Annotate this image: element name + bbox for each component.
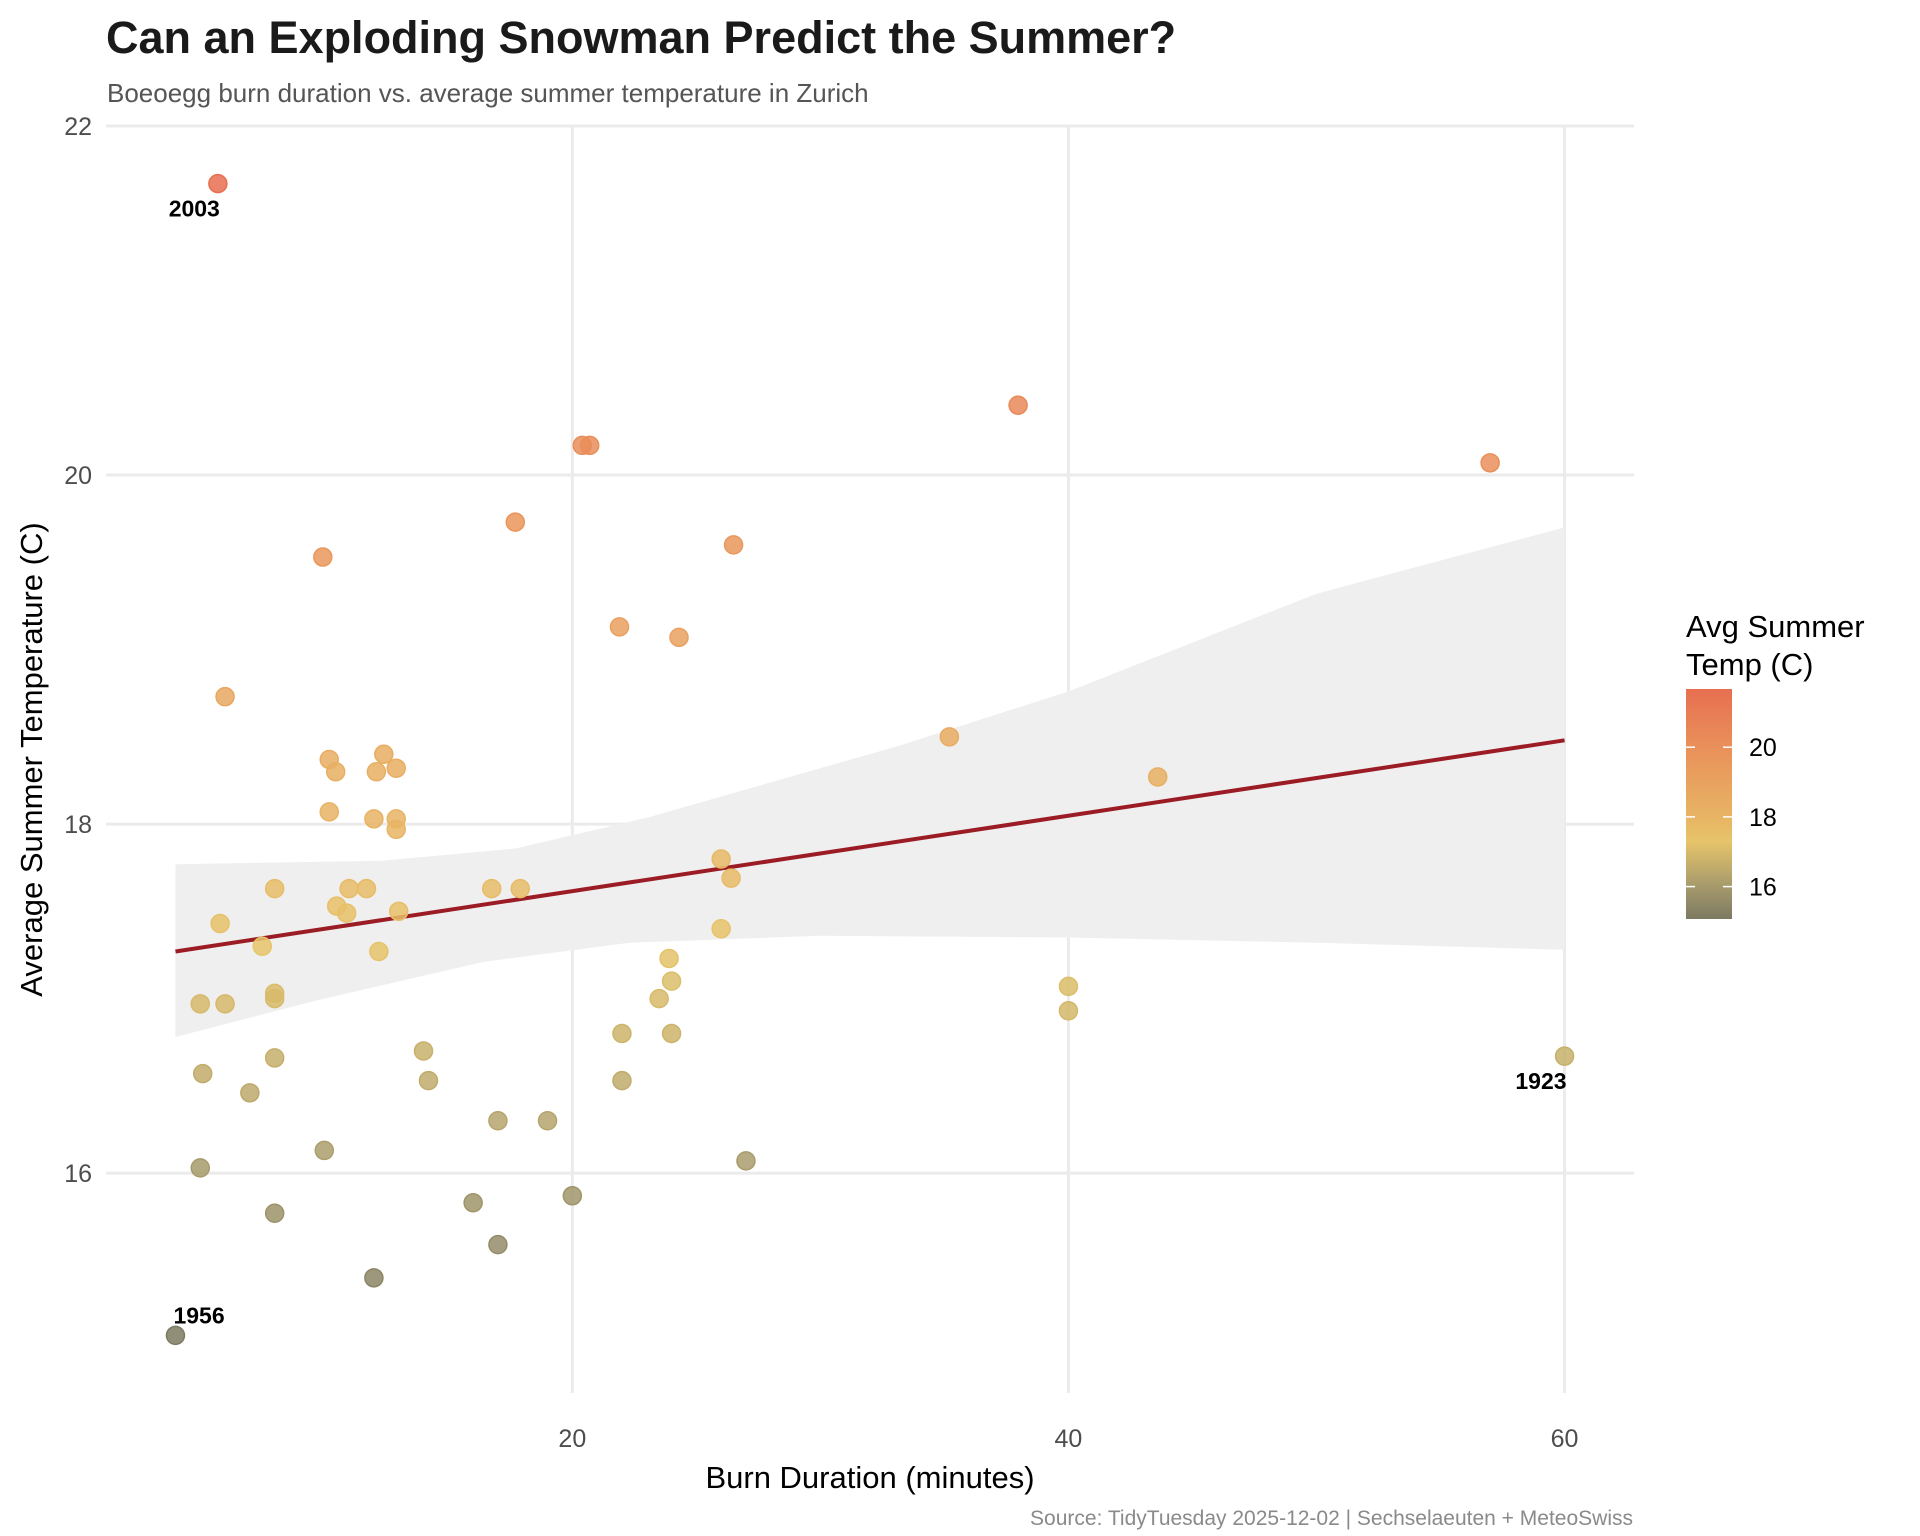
data-point: [609, 617, 630, 637]
data-point: [1008, 395, 1028, 415]
data-point: [208, 173, 228, 194]
data-point: [264, 878, 285, 899]
data-point: [364, 809, 384, 829]
data-point: [190, 1158, 211, 1178]
point-label: 2003: [169, 196, 220, 222]
data-point: [319, 802, 339, 822]
data-point: [388, 901, 409, 922]
data-point: [215, 994, 235, 1014]
legend-tick-label: 18: [1749, 804, 1777, 832]
data-point: [386, 819, 406, 840]
chart-subtitle: Boeoegg burn duration vs. average summer…: [107, 78, 869, 108]
data-point: [505, 512, 526, 532]
data-point: [612, 1023, 632, 1044]
data-point: [240, 1083, 260, 1103]
data-point: [313, 547, 333, 567]
data-point: [366, 761, 387, 782]
data-point: [336, 903, 357, 923]
data-point: [711, 919, 731, 939]
legend-tick-label: 16: [1749, 874, 1777, 902]
data-point: [481, 878, 502, 899]
x-tick-label: 20: [558, 1425, 586, 1453]
data-point: [369, 941, 389, 962]
data-point: [210, 913, 230, 934]
point-label: 1956: [173, 1302, 224, 1328]
data-point: [364, 1268, 384, 1288]
data-point: [488, 1111, 508, 1131]
data-point: [1147, 767, 1168, 787]
y-tick-label: 20: [64, 462, 92, 490]
data-point: [1058, 1001, 1079, 1021]
data-point: [252, 936, 273, 956]
data-point: [192, 1063, 213, 1084]
data-point: [649, 988, 669, 1009]
data-point: [939, 727, 960, 747]
data-point: [264, 1048, 285, 1068]
x-axis-ticks: 20 40 60: [558, 1425, 1578, 1453]
data-point: [612, 1070, 632, 1091]
data-point: [463, 1193, 483, 1213]
chart-title: Can an Exploding Snowman Predict the Sum…: [106, 12, 1177, 63]
data-point: [659, 948, 679, 969]
y-tick-label: 22: [64, 113, 92, 141]
data-point: [264, 1203, 285, 1223]
x-tick-label: 40: [1055, 1425, 1083, 1453]
data-points: [165, 173, 1575, 1346]
data-point: [537, 1111, 558, 1131]
y-tick-label: 18: [64, 811, 92, 839]
data-point: [1058, 976, 1079, 997]
data-point: [723, 535, 744, 555]
data-point: [418, 1070, 439, 1091]
data-point: [1554, 1046, 1575, 1066]
source-caption: Source: TidyTuesday 2025-12-02 | Sechsel…: [1030, 1507, 1633, 1530]
data-point: [339, 878, 359, 899]
data-point: [721, 868, 741, 888]
data-point: [386, 758, 406, 778]
data-point: [325, 761, 346, 782]
x-tick-label: 60: [1551, 1425, 1579, 1453]
data-point: [1480, 453, 1500, 473]
confidence-band: [175, 527, 1565, 1037]
data-point: [736, 1151, 756, 1171]
data-point: [562, 1186, 583, 1206]
data-point: [314, 1140, 335, 1161]
color-legend: Avg Summer Temp (C) 16 18 20: [1686, 609, 1865, 919]
data-point: [356, 878, 377, 899]
data-point: [264, 988, 285, 1009]
y-axis-ticks: 16 18 20 22: [64, 113, 92, 1188]
data-point: [579, 435, 600, 456]
legend-ticks: 16 18 20: [1686, 734, 1777, 902]
point-label: 1923: [1515, 1068, 1566, 1094]
legend-colorbar: [1686, 689, 1732, 919]
x-axis-title: Burn Duration (minutes): [705, 1460, 1034, 1495]
point-annotations: 2003 1956 1923: [169, 196, 1567, 1329]
data-point: [510, 878, 530, 899]
data-point: [215, 686, 235, 707]
data-point: [711, 849, 731, 869]
data-point: [488, 1234, 508, 1255]
data-point: [374, 744, 394, 765]
legend-title-line-1: Avg Summer: [1686, 609, 1865, 644]
data-point: [413, 1041, 434, 1061]
data-point: [165, 1325, 186, 1346]
legend-title-line-2: Temp (C): [1686, 647, 1813, 682]
data-point: [661, 1023, 682, 1044]
y-axis-title: Average Summer Temperature (C): [14, 522, 49, 996]
y-tick-label: 16: [64, 1160, 92, 1188]
legend-tick-label: 20: [1749, 734, 1777, 762]
data-point: [190, 994, 211, 1014]
data-point: [669, 627, 689, 648]
data-point: [661, 971, 682, 991]
